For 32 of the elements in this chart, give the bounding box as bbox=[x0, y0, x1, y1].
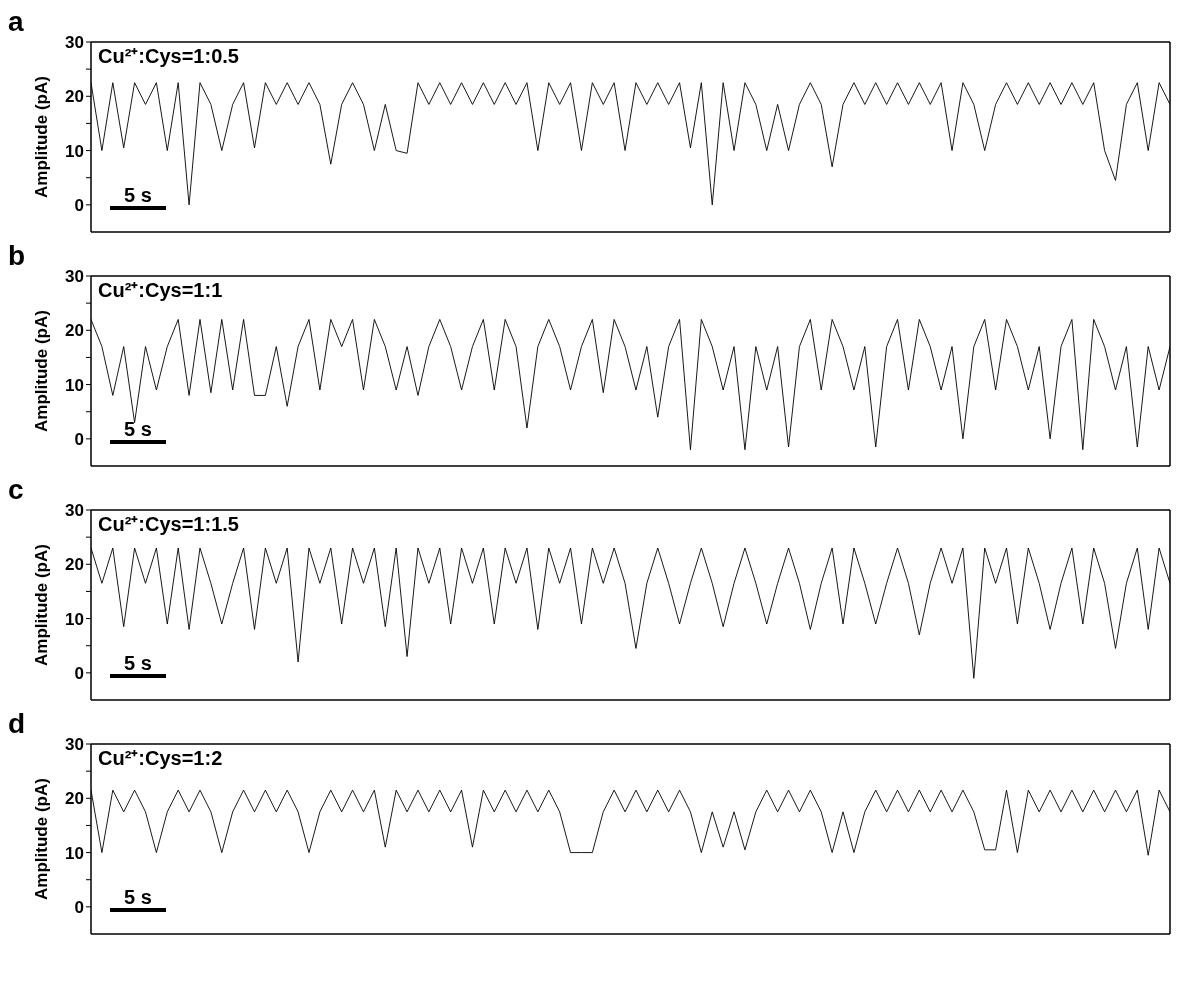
y-tick-label: 10 bbox=[65, 609, 84, 629]
y-axis-title: Amplitude (pA) bbox=[32, 544, 52, 666]
annotation: 5 s bbox=[123, 417, 153, 440]
y-tick-label: 10 bbox=[65, 141, 84, 161]
annotation: Cu²⁺:Cys=1:1.5 bbox=[98, 512, 239, 537]
y-tick-label: 10 bbox=[65, 375, 84, 395]
y-axis-title: Amplitude (pA) bbox=[32, 310, 52, 432]
y-tick-label: 30 bbox=[65, 501, 84, 521]
annotation: Cu²⁺:Cys=1:1 bbox=[98, 278, 223, 303]
y-axis-title: Amplitude (pA) bbox=[32, 76, 52, 198]
y-tick-label: 0 bbox=[74, 195, 84, 215]
y-tick-label: 30 bbox=[65, 33, 84, 53]
chart-title: a bbox=[8, 6, 24, 37]
y-tick-label: 0 bbox=[74, 429, 84, 449]
annotation: 5 s bbox=[123, 651, 153, 674]
y-tick-label: 30 bbox=[65, 267, 84, 287]
y-tick-label: 0 bbox=[74, 663, 84, 683]
annotation: 5 s bbox=[123, 885, 153, 908]
y-tick-label: 20 bbox=[65, 87, 84, 107]
y-tick-label: 20 bbox=[65, 555, 84, 575]
chart-title: d bbox=[8, 708, 26, 739]
annotation: Cu²⁺:Cys=1:0.5 bbox=[98, 44, 239, 69]
annotation: Cu²⁺:Cys=1:2 bbox=[98, 746, 223, 771]
annotation: 5 s bbox=[123, 183, 153, 206]
y-tick-label: 30 bbox=[65, 735, 84, 755]
y-axis-title: Amplitude (pA) bbox=[32, 778, 52, 900]
chart-title: b bbox=[8, 240, 26, 271]
y-tick-label: 10 bbox=[65, 843, 84, 863]
y-tick-label: 20 bbox=[65, 789, 84, 809]
y-tick-label: 20 bbox=[65, 321, 84, 341]
chart-title: c bbox=[8, 474, 24, 505]
y-tick-label: 0 bbox=[74, 897, 84, 917]
